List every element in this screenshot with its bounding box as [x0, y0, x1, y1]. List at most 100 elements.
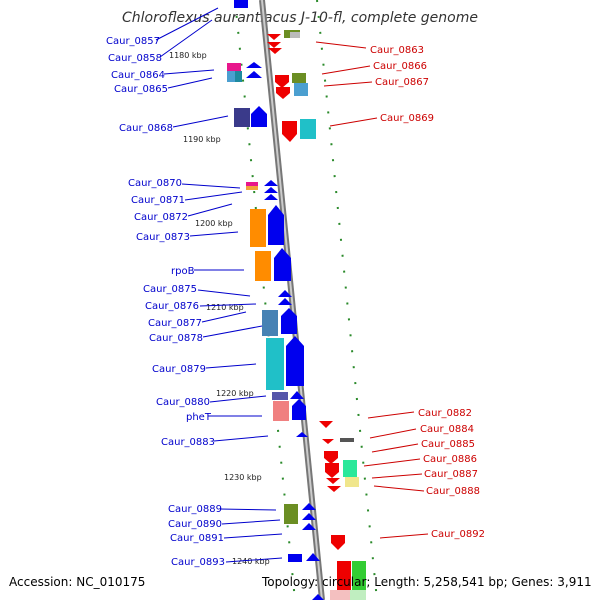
gene-block[interactable]: [255, 251, 271, 281]
gene-block[interactable]: [246, 182, 258, 186]
gene-label-forward[interactable]: Caur_0864: [111, 70, 165, 81]
gene-arrow[interactable]: [264, 187, 278, 193]
gene-block[interactable]: [350, 590, 366, 600]
gene-label-reverse[interactable]: Caur_0886: [423, 454, 477, 465]
gene-block[interactable]: [262, 310, 278, 336]
gene-arrow[interactable]: [264, 194, 278, 200]
gene-arrow[interactable]: [306, 553, 320, 561]
gene-arrow[interactable]: [322, 439, 334, 444]
gene-label-reverse[interactable]: Caur_0892: [431, 529, 485, 540]
gene-block[interactable]: [227, 71, 235, 82]
gene-block[interactable]: [234, 108, 250, 127]
gene-arrow[interactable]: [324, 451, 338, 464]
gene-label-forward[interactable]: Caur_0879: [152, 364, 206, 375]
gene-block[interactable]: [234, 0, 248, 8]
leader-line: [221, 519, 281, 525]
gene-arrow[interactable]: [267, 42, 281, 48]
gene-arrow[interactable]: [246, 71, 262, 78]
kbp-tick-label: 1210 kbp: [206, 303, 244, 312]
gene-arrow[interactable]: [296, 432, 308, 437]
gene-block[interactable]: [300, 119, 316, 139]
gene-label-forward[interactable]: Caur_0865: [114, 84, 168, 95]
gene-label-forward[interactable]: Caur_0858: [108, 53, 162, 64]
gene-arrow[interactable]: [327, 486, 341, 492]
gene-label-reverse[interactable]: Caur_0863: [370, 45, 424, 56]
gene-block[interactable]: [273, 401, 289, 421]
gene-block[interactable]: [235, 71, 242, 82]
gene-arrow[interactable]: [312, 594, 324, 600]
gene-arrow[interactable]: [246, 62, 262, 68]
gene-arrow[interactable]: [274, 248, 291, 281]
gene-arrow[interactable]: [325, 463, 339, 478]
gene-arrow[interactable]: [302, 503, 316, 510]
accession-text: Accession: NC_010175: [9, 575, 146, 589]
gene-label-reverse[interactable]: Caur_0882: [418, 408, 472, 419]
gene-block[interactable]: [294, 83, 308, 96]
gene-label-forward[interactable]: Caur_0878: [149, 333, 203, 344]
gene-label-forward[interactable]: Caur_0889: [168, 504, 222, 515]
gene-block[interactable]: [284, 504, 298, 524]
gene-block[interactable]: [288, 554, 302, 562]
gene-arrow[interactable]: [292, 399, 306, 420]
gene-label-forward[interactable]: Caur_0880: [156, 397, 210, 408]
gene-arrow[interactable]: [302, 523, 316, 530]
gene-label-forward[interactable]: pheT: [186, 412, 212, 423]
gene-block[interactable]: [246, 186, 258, 190]
gene-label-forward[interactable]: Caur_0868: [119, 123, 173, 134]
gene-label-reverse[interactable]: Caur_0866: [373, 61, 427, 72]
gene-block[interactable]: [345, 477, 359, 487]
gene-label-forward[interactable]: Caur_0871: [131, 195, 185, 206]
gene-label-forward[interactable]: Caur_0857: [106, 36, 160, 47]
gene-label-reverse[interactable]: Caur_0887: [424, 469, 478, 480]
gene-block[interactable]: [266, 338, 284, 390]
gene-label-reverse[interactable]: Caur_0888: [426, 486, 480, 497]
leader-line: [371, 443, 419, 453]
gene-label-reverse[interactable]: Caur_0884: [420, 424, 474, 435]
gene-label-forward[interactable]: Caur_0876: [145, 301, 199, 312]
gene-label-reverse[interactable]: Caur_0867: [375, 77, 429, 88]
gene-label-reverse[interactable]: Caur_0885: [421, 439, 475, 450]
backbone: [259, 0, 325, 600]
gene-arrow[interactable]: [267, 34, 281, 40]
gene-arrow[interactable]: [276, 87, 290, 99]
gene-block[interactable]: [352, 561, 366, 591]
gene-label-reverse[interactable]: Caur_0869: [380, 113, 434, 124]
gene-arrow[interactable]: [319, 421, 333, 428]
gene-block[interactable]: [290, 32, 300, 38]
gene-arrow[interactable]: [281, 308, 297, 334]
gene-label-forward[interactable]: Caur_0875: [143, 284, 197, 295]
gene-block[interactable]: [292, 73, 306, 83]
gene-arrow[interactable]: [331, 535, 345, 550]
gene-arrow[interactable]: [278, 290, 292, 297]
gene-arrow[interactable]: [268, 205, 284, 245]
kbp-tick-label: 1230 kbp: [224, 473, 262, 482]
gene-label-forward[interactable]: Caur_0870: [128, 178, 182, 189]
gene-arrow[interactable]: [278, 298, 292, 305]
gene-block[interactable]: [250, 209, 266, 247]
gene-label-forward[interactable]: Caur_0893: [171, 557, 225, 568]
gene-arrow[interactable]: [290, 391, 304, 399]
gene-label-forward[interactable]: rpoB: [171, 266, 195, 277]
gene-arrow[interactable]: [302, 513, 316, 520]
kbp-tick-label: 1180 kbp: [169, 51, 207, 60]
leader-line: [225, 557, 283, 563]
gene-label-forward[interactable]: Caur_0890: [168, 519, 222, 530]
gene-block[interactable]: [227, 63, 241, 71]
gene-block[interactable]: [330, 590, 350, 600]
gene-block[interactable]: [272, 392, 288, 400]
gene-arrow[interactable]: [251, 106, 267, 127]
gene-label-forward[interactable]: Caur_0883: [161, 437, 215, 448]
gene-arrow[interactable]: [286, 336, 304, 386]
gene-label-forward[interactable]: Caur_0872: [134, 212, 188, 223]
gene-arrow[interactable]: [268, 48, 282, 54]
gene-block[interactable]: [343, 460, 357, 477]
gene-arrow[interactable]: [275, 75, 289, 88]
gene-arrow[interactable]: [282, 121, 297, 142]
gene-label-forward[interactable]: Caur_0873: [136, 232, 190, 243]
gene-block[interactable]: [337, 561, 351, 591]
gene-block[interactable]: [340, 438, 354, 442]
gene-label-forward[interactable]: Caur_0891: [170, 533, 224, 544]
gene-label-forward[interactable]: Caur_0877: [148, 318, 202, 329]
gene-arrow[interactable]: [326, 478, 340, 484]
gene-arrow[interactable]: [264, 180, 278, 186]
